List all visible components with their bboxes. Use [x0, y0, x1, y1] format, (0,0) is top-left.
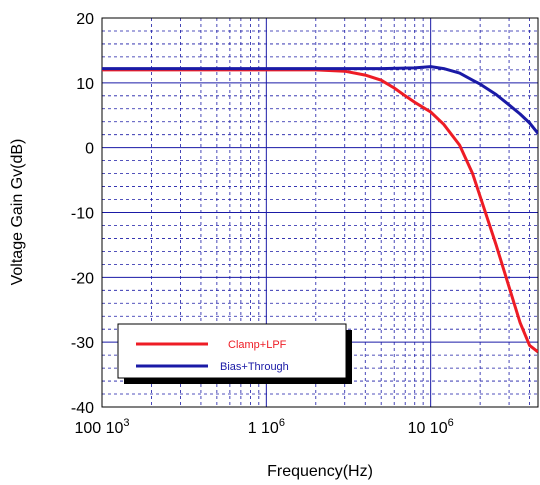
y-tick-label: 10: [76, 76, 94, 93]
y-tick-label: 20: [76, 11, 94, 28]
series-line-bias-through: [102, 65, 538, 135]
series-line-clamp-lpf: [102, 68, 538, 354]
y-tick-labels: 20 10 0 -10 -20 -30 -40: [71, 11, 94, 417]
legend-label-clamp-lpf: Clamp+LPF: [228, 339, 287, 351]
x-tick-label: 100 103: [74, 417, 129, 437]
y-tick-label: -40: [71, 400, 94, 417]
series-layer: [102, 65, 538, 354]
legend: Clamp+LPF Bias+Through: [117, 323, 352, 384]
y-tick-label: -10: [71, 206, 94, 223]
x-tick-label: 10 106: [408, 417, 454, 437]
y-tick-label: -30: [71, 335, 94, 352]
y-tick-label: -20: [71, 270, 94, 287]
y-axis-title: Voltage Gain Gv(dB): [9, 139, 26, 286]
x-tick-label: 1 106: [248, 417, 285, 437]
x-tick-labels: 100 103 1 106 10 106: [74, 417, 453, 437]
x-axis-title: Frequency(Hz): [267, 463, 373, 480]
legend-label-bias-through: Bias+Through: [220, 361, 289, 373]
legend-box: [117, 323, 347, 379]
y-tick-label: 0: [85, 141, 94, 158]
plot-frame: [101, 17, 539, 408]
